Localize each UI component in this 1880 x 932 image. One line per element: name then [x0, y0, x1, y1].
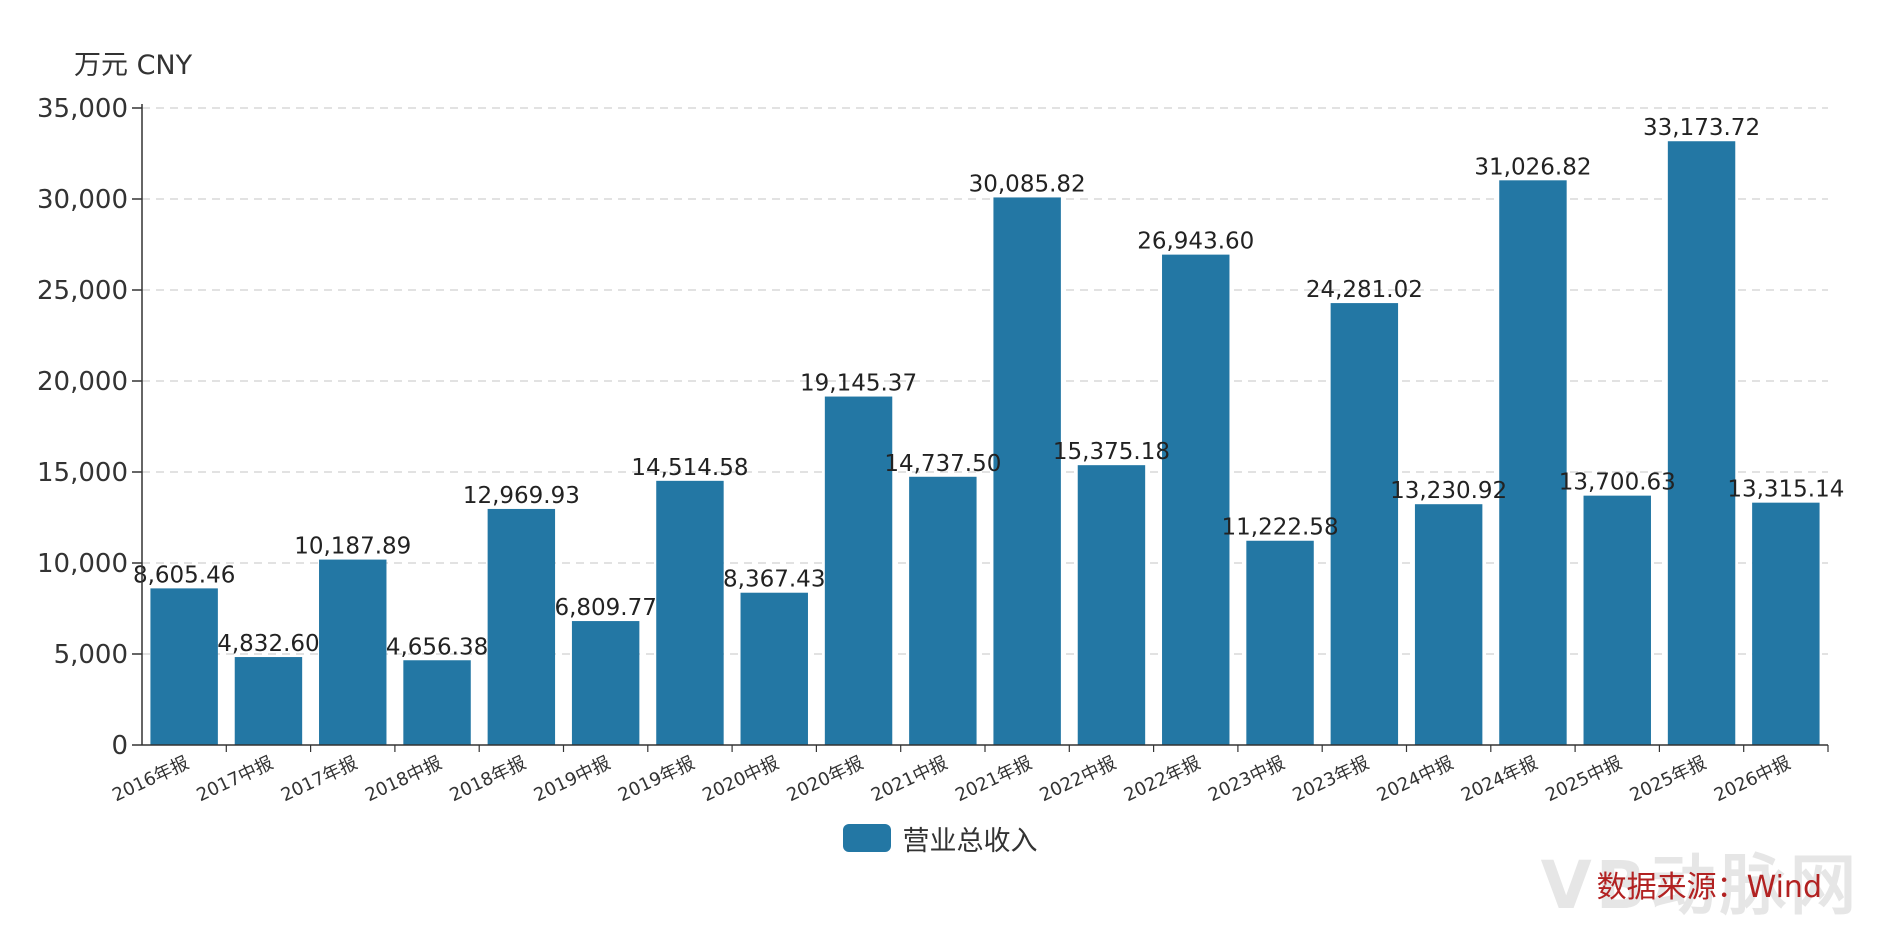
bar[interactable]: [1499, 180, 1567, 745]
x-tick-label: 2025年报: [1627, 752, 1710, 806]
bar-value-label: 26,943.60: [1137, 229, 1254, 255]
y-tick-label: 0: [111, 731, 128, 761]
source-note: 数据来源：Wind: [1596, 870, 1822, 905]
bar[interactable]: [234, 657, 303, 745]
x-tick-label: 2023年报: [1289, 752, 1372, 806]
bar[interactable]: [150, 588, 218, 745]
bar[interactable]: [909, 476, 977, 745]
bar-value-label: 13,315.14: [1727, 477, 1844, 503]
bar-value-label: 8,367.43: [723, 567, 825, 593]
legend-label: 营业总收入: [902, 825, 1038, 857]
bar-value-label: 4,656.38: [386, 634, 488, 660]
x-tick-label: 2022中报: [1037, 752, 1120, 806]
grid-lines: [142, 107, 1828, 655]
bar-value-label: 6,809.77: [554, 595, 656, 621]
bar-value-label: 10,187.89: [294, 534, 411, 560]
legend-swatch: [842, 824, 891, 852]
bar-value-label: 15,375.18: [1053, 439, 1170, 465]
x-tick-label: 2024年报: [1458, 752, 1541, 806]
y-tick-label: 30,000: [37, 185, 128, 215]
bar-value-label: 30,085.82: [969, 171, 1086, 197]
x-tick-label: 2020中报: [699, 752, 782, 806]
bar[interactable]: [1414, 504, 1483, 745]
bar[interactable]: [1246, 540, 1314, 745]
x-tick-label: 2025中报: [1542, 752, 1625, 806]
legend[interactable]: 营业总收入: [0, 818, 1880, 858]
watermark-logo: VB动脉网: [1540, 847, 1860, 924]
bar[interactable]: [487, 508, 556, 745]
bar-value-label: 33,173.72: [1643, 115, 1760, 141]
x-tick-label: 2017年报: [278, 752, 361, 806]
bar[interactable]: [1752, 502, 1820, 745]
x-tick-label: 2021年报: [952, 752, 1035, 806]
bar[interactable]: [824, 396, 893, 745]
x-tick-label: 2017中报: [194, 752, 277, 806]
bar-value-label: 14,514.58: [631, 455, 748, 481]
bar[interactable]: [319, 559, 387, 745]
bar-value-label: 8,605.46: [133, 562, 235, 588]
y-tick-label: 10,000: [37, 549, 128, 579]
x-tick-label: 2023中报: [1205, 752, 1288, 806]
x-tick-label: 2021中报: [868, 752, 951, 806]
bar[interactable]: [993, 197, 1061, 745]
bars: [150, 141, 1820, 746]
bar-value-label: 31,026.82: [1474, 154, 1591, 180]
bar-value-label: 11,222.58: [1222, 515, 1339, 541]
bar-value-labels: 8,605.46 4,832.60 10,187.89 4,656.38 12,969.…: [133, 115, 1844, 660]
x-tick-label: 2020年报: [784, 752, 867, 806]
bar[interactable]: [1667, 141, 1736, 746]
x-tick-label: 2019年报: [615, 752, 698, 806]
bar-value-label: 13,230.92: [1390, 478, 1507, 504]
y-axis-unit-label: 万元 CNY: [74, 50, 193, 81]
y-tick-labels: 0 5,000 10,000 15,000 20,000 25,000 30,000 35,0…: [37, 94, 128, 761]
bar[interactable]: [656, 480, 724, 745]
bar[interactable]: [1583, 495, 1651, 745]
bar-value-label: 4,832.60: [217, 631, 319, 657]
bar[interactable]: [1162, 254, 1230, 746]
bar-value-label: 14,737.50: [884, 451, 1001, 477]
bar[interactable]: [1330, 303, 1399, 745]
y-tick-label: 20,000: [37, 367, 128, 397]
x-tick-label: 2024中报: [1374, 752, 1457, 806]
x-tick-label: 2026中报: [1711, 752, 1794, 806]
y-tick-label: 15,000: [37, 458, 128, 488]
y-tick-label: 25,000: [37, 276, 128, 306]
bar[interactable]: [403, 660, 471, 745]
bar-value-label: 13,700.63: [1559, 470, 1676, 496]
y-tick-label: 35,000: [37, 94, 128, 124]
axes: [132, 104, 1829, 752]
y-tick-label: 5,000: [54, 640, 128, 670]
bar[interactable]: [1077, 465, 1146, 745]
x-tick-labels: 2016年报 2017中报 2017年报 2018中报 2018年报 2019中报 2019…: [109, 752, 1794, 806]
bar[interactable]: [571, 621, 640, 745]
x-tick-label: 2019中报: [531, 752, 614, 806]
bar-value-label: 19,145.37: [800, 371, 917, 397]
bar-value-label: 12,969.93: [463, 483, 580, 509]
x-tick-label: 2022年报: [1121, 752, 1204, 806]
x-tick-label: 2018中报: [362, 752, 445, 806]
bar[interactable]: [740, 592, 808, 745]
bar-value-label: 24,281.02: [1306, 277, 1423, 303]
x-tick-label: 2018年报: [446, 752, 529, 806]
